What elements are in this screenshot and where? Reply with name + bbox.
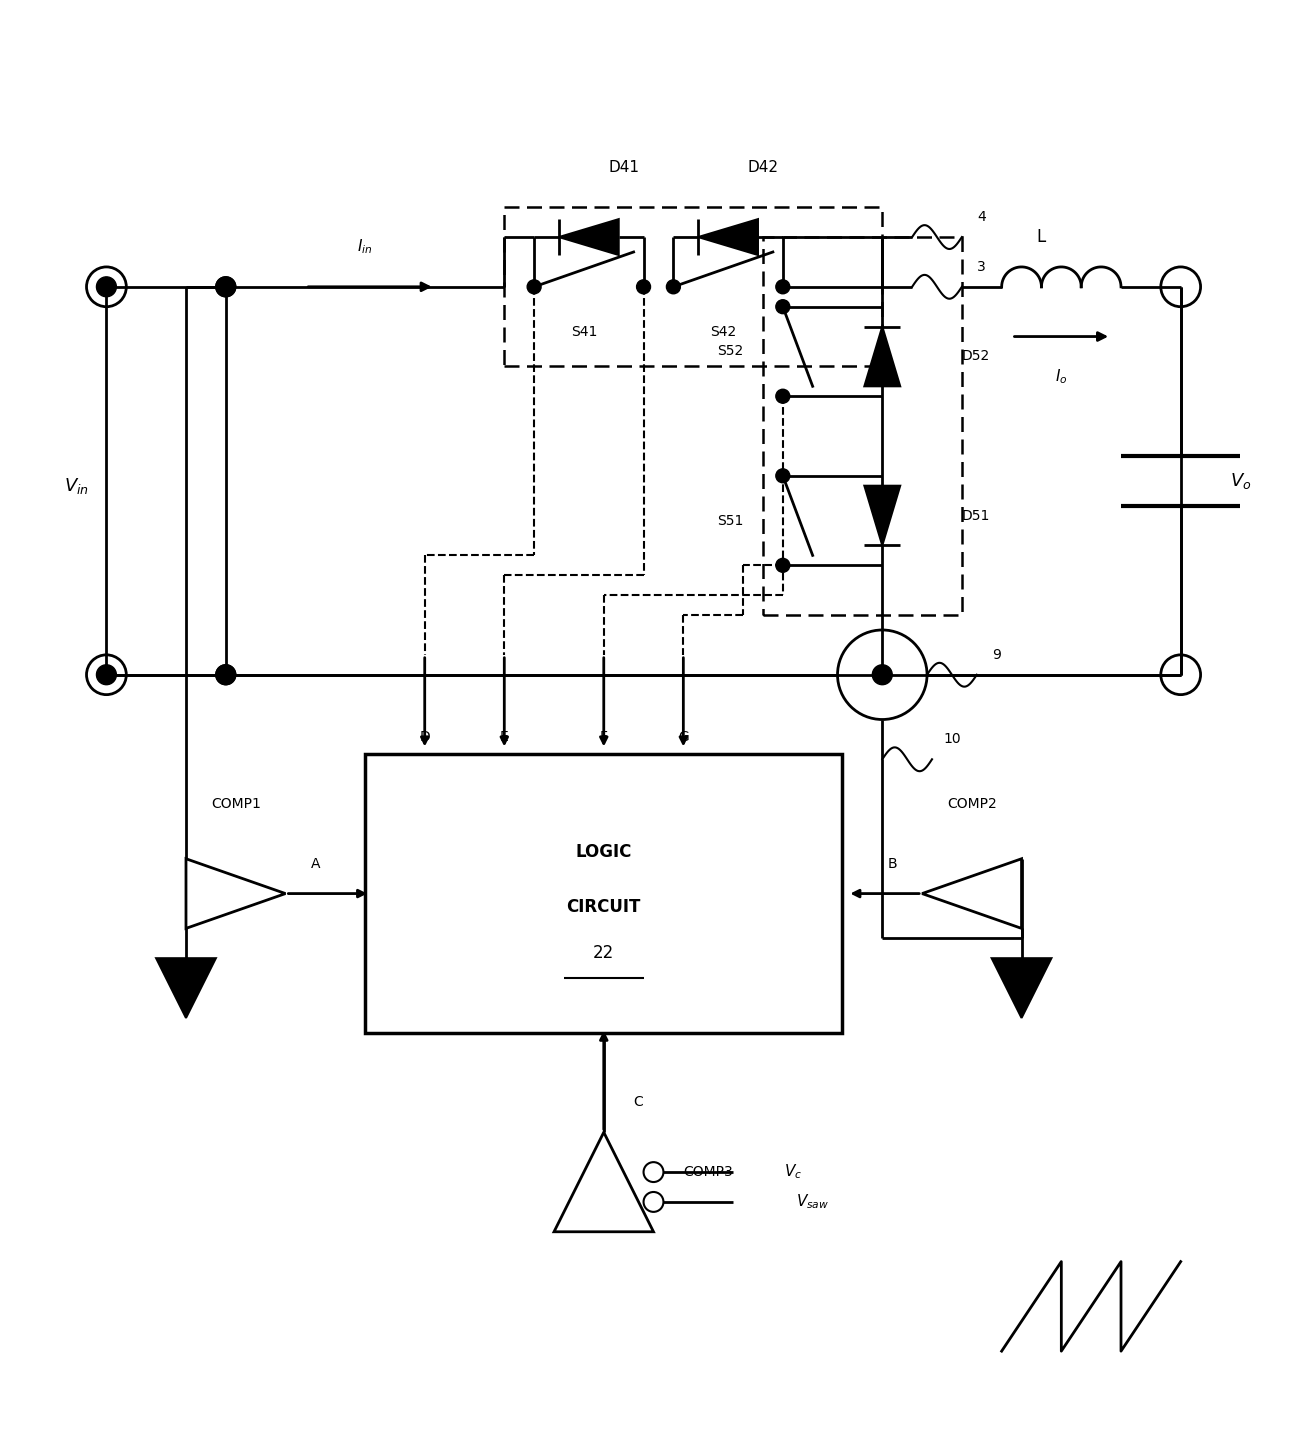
- Text: D52: D52: [962, 350, 991, 364]
- Text: B: B: [887, 856, 897, 871]
- Circle shape: [776, 279, 789, 294]
- Circle shape: [527, 279, 541, 294]
- Text: 3: 3: [978, 260, 985, 273]
- Circle shape: [776, 558, 789, 573]
- Circle shape: [667, 279, 681, 294]
- Text: E: E: [499, 731, 508, 744]
- Bar: [505, 207, 882, 367]
- Text: S42: S42: [710, 325, 736, 338]
- Text: D42: D42: [748, 160, 779, 176]
- Text: $V_o$: $V_o$: [1230, 471, 1251, 491]
- Circle shape: [216, 665, 235, 685]
- Text: CIRCUIT: CIRCUIT: [566, 898, 640, 917]
- Text: L: L: [1036, 227, 1046, 246]
- Text: S52: S52: [716, 344, 742, 358]
- Text: F: F: [600, 731, 608, 744]
- Circle shape: [216, 276, 235, 296]
- Circle shape: [216, 665, 235, 685]
- Text: A: A: [311, 856, 320, 871]
- Polygon shape: [559, 219, 618, 255]
- Polygon shape: [156, 958, 216, 1017]
- Polygon shape: [992, 958, 1051, 1017]
- Polygon shape: [864, 327, 901, 386]
- Circle shape: [776, 390, 789, 403]
- Circle shape: [97, 665, 116, 685]
- Text: $I_o$: $I_o$: [1055, 367, 1068, 386]
- Text: COMP2: COMP2: [948, 797, 997, 812]
- Text: 9: 9: [992, 648, 1001, 662]
- Text: $V_{saw}$: $V_{saw}$: [796, 1193, 829, 1212]
- Bar: [365, 754, 843, 1033]
- Text: COMP3: COMP3: [684, 1166, 733, 1179]
- Text: C: C: [634, 1095, 643, 1109]
- Text: $I_{in}$: $I_{in}$: [357, 237, 372, 256]
- Text: 4: 4: [978, 210, 985, 224]
- Circle shape: [776, 469, 789, 482]
- Circle shape: [216, 276, 235, 296]
- Polygon shape: [864, 486, 901, 545]
- Circle shape: [637, 279, 651, 294]
- Text: D41: D41: [608, 160, 639, 176]
- Circle shape: [872, 665, 893, 685]
- Bar: [763, 237, 962, 614]
- Text: $V_c$: $V_c$: [784, 1163, 801, 1181]
- Text: S41: S41: [571, 325, 597, 338]
- Text: $V_{in}$: $V_{in}$: [64, 476, 89, 496]
- Text: S51: S51: [716, 514, 742, 528]
- Polygon shape: [698, 219, 758, 255]
- Text: COMP1: COMP1: [210, 797, 260, 812]
- Circle shape: [776, 299, 789, 314]
- Text: D: D: [420, 731, 430, 744]
- Text: D51: D51: [962, 508, 991, 522]
- Text: G: G: [678, 731, 689, 744]
- Text: LOGIC: LOGIC: [575, 843, 633, 861]
- Text: 10: 10: [944, 732, 961, 747]
- Text: 22: 22: [593, 944, 614, 963]
- Circle shape: [97, 276, 116, 296]
